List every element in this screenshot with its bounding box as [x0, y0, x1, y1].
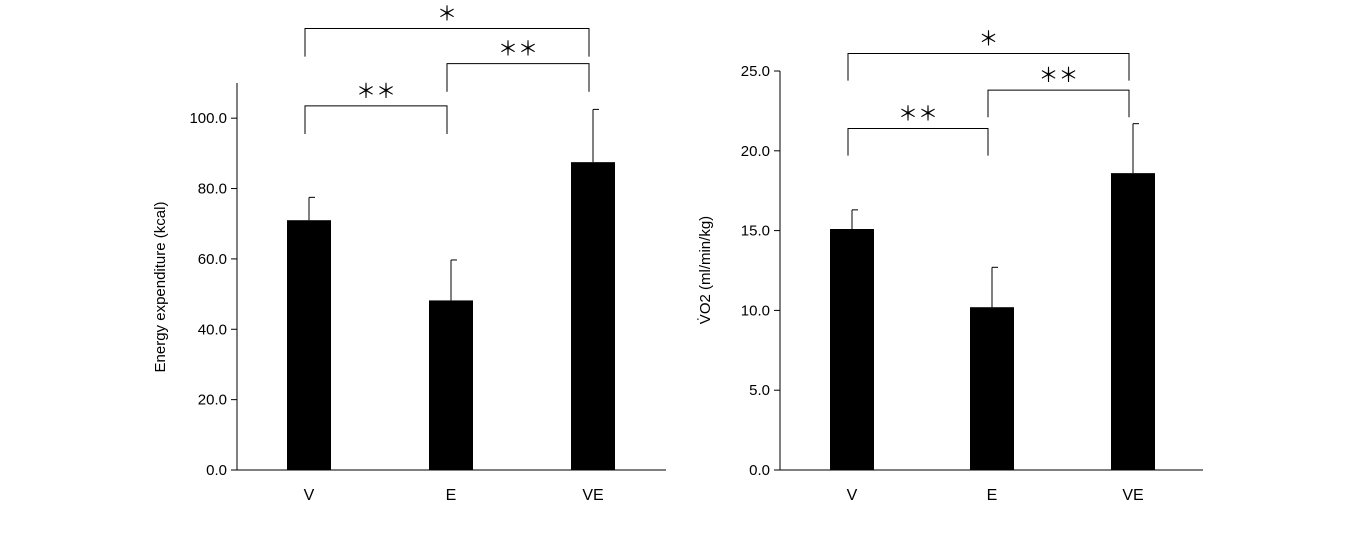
significance-bracket — [304, 27, 590, 57]
bar-v — [830, 229, 874, 470]
category-label-e: E — [987, 487, 998, 504]
category-label-e: E — [446, 487, 457, 504]
y-tick-label: 0.0 — [749, 462, 770, 479]
bar-ve — [1111, 173, 1155, 471]
category-label-v: V — [304, 487, 315, 504]
y-tick-label: 20.0 — [741, 143, 770, 160]
y-axis-label: Energy expenditure (kcal) — [152, 202, 169, 373]
y-tick-label: 40.0 — [198, 321, 227, 338]
y-tick-label: 20.0 — [198, 392, 227, 409]
category-label-ve: VE — [582, 487, 603, 504]
significance-bracket — [847, 127, 989, 156]
y-tick-label: 0.0 — [206, 462, 227, 479]
significance-label: ＊＊ — [356, 81, 396, 103]
y-tick-label: 10.0 — [741, 302, 770, 319]
y-tick-label: 100.0 — [189, 110, 227, 127]
significance-bracket — [446, 63, 590, 92]
bar-ve — [571, 162, 615, 470]
significance-label: ＊＊ — [898, 103, 938, 125]
y-tick-label: 5.0 — [749, 382, 770, 399]
y-tick-label: 15.0 — [741, 223, 770, 240]
significance-label: ＊ — [979, 28, 999, 50]
y-axis-label: V̇O2 (ml/min/kg) — [697, 216, 714, 324]
category-label-v: V — [847, 487, 858, 504]
y-tick-label: 80.0 — [198, 181, 227, 198]
bar-e — [429, 300, 473, 470]
significance-bracket — [304, 105, 448, 135]
bar-v — [287, 220, 331, 470]
significance-label: ＊＊ — [1039, 65, 1079, 87]
significance-label: ＊＊ — [498, 39, 538, 61]
significance-label: ＊ — [437, 3, 457, 25]
significance-bracket — [847, 52, 1130, 81]
y-tick-label: 60.0 — [198, 251, 227, 268]
bar-e — [970, 307, 1014, 470]
y-tick-label: 25.0 — [741, 63, 770, 80]
significance-bracket — [987, 89, 1130, 118]
vo2-chart: 0.05.010.015.020.025.0V E VE＊＊＊＊＊V̇O2 (ml/… — [697, 28, 1203, 504]
category-label-ve: VE — [1122, 487, 1143, 504]
